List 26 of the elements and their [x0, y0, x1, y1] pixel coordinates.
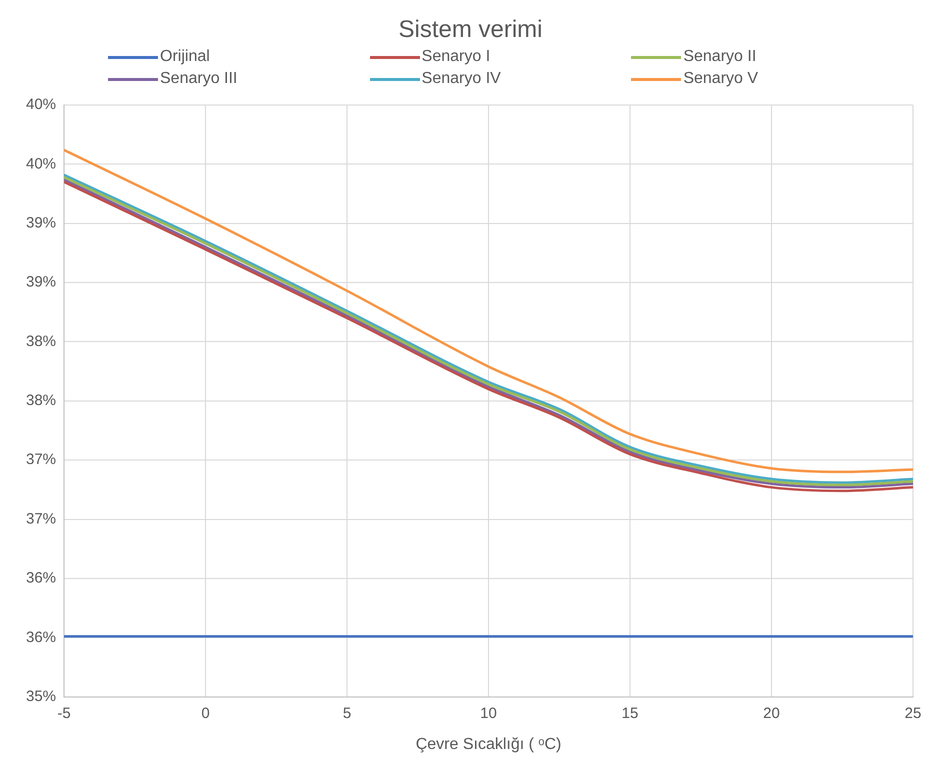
- y-tick-label: 38%: [26, 332, 56, 350]
- x-axis-title: Çevre Sıcaklığı ( ᵒC): [416, 736, 562, 753]
- y-tick-label: 40%: [26, 96, 56, 114]
- x-tick-label: 5: [342, 704, 352, 722]
- y-tick-label: 39%: [26, 274, 56, 291]
- y-tick-label: 35%: [26, 688, 56, 705]
- legend-label: Senaryo I: [422, 48, 490, 66]
- legend-label: Senaryo III: [160, 70, 238, 88]
- legend-label: Senaryo V: [683, 70, 758, 88]
- x-tick-label: 0: [201, 704, 210, 722]
- y-tick-label: 37%: [26, 451, 56, 468]
- y-tick-label: 38%: [26, 392, 56, 410]
- x-tick-label: -5: [57, 704, 71, 722]
- y-tick-label: 36%: [26, 628, 56, 646]
- x-tick-label: 25: [904, 704, 922, 722]
- y-tick-label: 40%: [26, 155, 56, 172]
- x-tick-label: 20: [763, 704, 780, 722]
- y-tick-label: 37%: [26, 510, 56, 528]
- x-tick-label: 15: [622, 704, 638, 722]
- x-tick-label: 10: [480, 704, 497, 722]
- legend-label: Orijinal: [160, 48, 210, 66]
- legend-label: Senaryo IV: [422, 70, 501, 88]
- y-tick-label: 36%: [26, 570, 56, 587]
- legend-label: Senaryo II: [683, 48, 756, 66]
- chart-title: Sistem verimi: [397, 15, 544, 44]
- y-tick-label: 39%: [26, 214, 56, 232]
